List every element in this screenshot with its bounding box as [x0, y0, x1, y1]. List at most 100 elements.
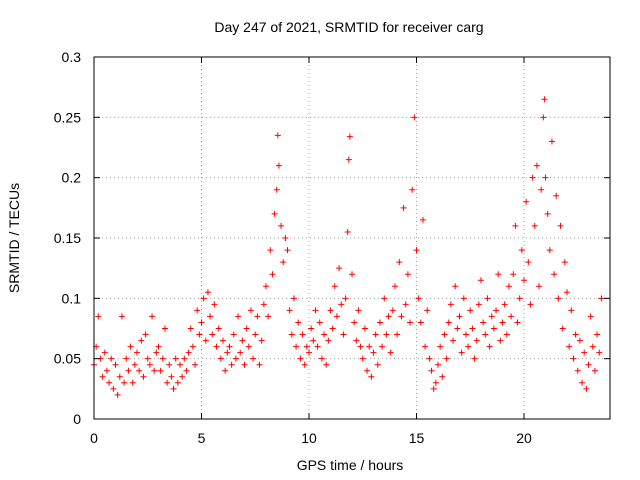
- data-point: [247, 307, 254, 314]
- data-point: [566, 343, 573, 350]
- data-point: [222, 367, 229, 374]
- data-point: [361, 325, 368, 332]
- data-point: [299, 331, 306, 338]
- data-point: [536, 283, 543, 290]
- data-point: [237, 349, 244, 356]
- data-point: [232, 355, 239, 362]
- data-point: [280, 259, 287, 266]
- data-point: [364, 367, 371, 374]
- data-point: [101, 349, 108, 356]
- data-point: [308, 325, 315, 332]
- data-point: [211, 301, 218, 308]
- data-point: [541, 96, 548, 103]
- y-tick-label: 0.15: [54, 230, 81, 246]
- data-point: [381, 295, 388, 302]
- data-point: [112, 361, 119, 368]
- data-point: [383, 331, 390, 338]
- data-point: [396, 259, 403, 266]
- data-point: [411, 114, 418, 121]
- data-point: [376, 319, 383, 326]
- data-point: [475, 301, 482, 308]
- data-point: [336, 265, 343, 272]
- data-point: [525, 259, 532, 266]
- data-point: [548, 138, 555, 145]
- data-point: [430, 385, 437, 392]
- data-point: [462, 331, 469, 338]
- data-point: [344, 228, 351, 235]
- data-point: [123, 355, 130, 362]
- data-point: [510, 271, 517, 278]
- data-point: [267, 247, 274, 254]
- data-point: [564, 289, 570, 296]
- data-point: [327, 307, 334, 314]
- data-point: [241, 361, 248, 368]
- y-tick-label: 0: [73, 411, 81, 427]
- data-point: [553, 192, 560, 199]
- x-tick-labels: 0 5 10 15 20: [90, 430, 532, 446]
- data-point: [207, 313, 214, 320]
- data-point: [192, 361, 199, 368]
- data-point: [533, 162, 540, 169]
- data-point: [140, 373, 147, 380]
- data-point: [417, 319, 424, 326]
- data-point: [400, 204, 407, 211]
- data-point: [486, 343, 493, 350]
- data-point: [576, 337, 583, 344]
- data-point: [579, 379, 586, 386]
- data-point: [516, 295, 523, 302]
- data-point: [134, 349, 140, 356]
- data-point: [103, 367, 110, 374]
- data-point: [157, 367, 164, 374]
- x-axis-label: GPS time / hours: [297, 457, 404, 473]
- data-point: [422, 343, 429, 350]
- data-point: [447, 301, 454, 308]
- data-point: [389, 307, 396, 314]
- data-point: [187, 325, 194, 332]
- y-tick-label: 0.1: [62, 290, 82, 306]
- data-point: [419, 216, 426, 223]
- data-point: [164, 379, 171, 386]
- data-point: [458, 349, 465, 356]
- data-point: [570, 355, 577, 362]
- data-point: [217, 355, 224, 362]
- data-point: [596, 349, 603, 356]
- data-point: [445, 319, 452, 326]
- data-point: [591, 367, 598, 374]
- data-point: [561, 259, 568, 266]
- data-point: [585, 361, 592, 368]
- data-point: [359, 355, 366, 362]
- data-point: [501, 301, 508, 308]
- data-point: [235, 313, 242, 320]
- data-point: [310, 337, 317, 344]
- data-point: [460, 295, 467, 302]
- data-point: [518, 247, 525, 254]
- data-point: [385, 313, 392, 320]
- data-point: [185, 349, 192, 356]
- data-point: [366, 343, 373, 350]
- data-point: [273, 186, 280, 193]
- data-point: [435, 361, 441, 368]
- data-point: [443, 355, 450, 362]
- data-point: [331, 283, 338, 290]
- data-point: [200, 295, 207, 302]
- data-point: [338, 301, 345, 308]
- data-point: [321, 331, 328, 338]
- data-point: [106, 379, 113, 386]
- data-point: [521, 277, 527, 284]
- data-point: [312, 307, 319, 314]
- axis-ticks: [93, 56, 610, 420]
- data-point: [204, 289, 211, 296]
- chart-title: Day 247 of 2021, SRMTID for receiver car…: [214, 19, 483, 35]
- data-point: [540, 114, 547, 121]
- data-point: [290, 295, 297, 302]
- data-point: [456, 313, 463, 320]
- data-point: [555, 295, 562, 302]
- data-point: [275, 162, 282, 169]
- y-tick-labels: 0 0.05 0.1 0.15 0.2 0.25 0.3: [54, 49, 81, 427]
- data-point: [589, 343, 596, 350]
- data-point: [413, 247, 420, 254]
- data-point: [224, 349, 231, 356]
- data-point: [314, 343, 321, 350]
- data-point: [127, 343, 134, 350]
